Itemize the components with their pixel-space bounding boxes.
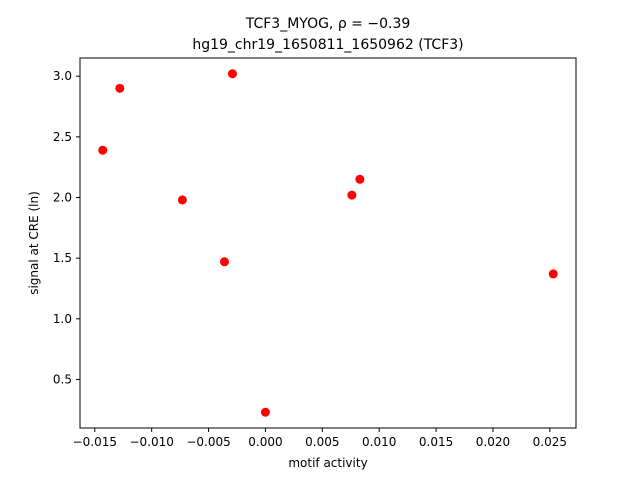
data-points <box>98 69 558 417</box>
x-axis-ticks: −0.015 −0.010 −0.005 0.000 0.005 0.010 0.015 0.… <box>73 428 567 449</box>
data-point-4 <box>227 69 237 79</box>
x-tick-label-3: 0.000 <box>248 435 282 449</box>
plot-frame <box>79 57 577 429</box>
x-tick-label-0: −0.015 <box>73 435 117 449</box>
data-point-8 <box>548 269 558 279</box>
y-tick-label-1: 1.0 <box>53 312 72 326</box>
data-point-7 <box>355 174 365 184</box>
x-tick-label-4: 0.005 <box>305 435 339 449</box>
data-point-6 <box>347 190 357 200</box>
y-tick-label-3: 2.0 <box>53 191 72 205</box>
x-tick-label-2: −0.005 <box>186 435 230 449</box>
x-tick-label-6: 0.015 <box>419 435 453 449</box>
x-axis-label: motif activity <box>288 456 367 470</box>
y-tick-label-2: 1.5 <box>53 251 72 265</box>
data-point-2 <box>177 195 187 205</box>
y-tick-label-5: 3.0 <box>53 69 72 83</box>
y-axis-label: signal at CRE (ln) <box>27 191 41 295</box>
data-point-0 <box>98 145 108 155</box>
x-tick-label-5: 0.010 <box>362 435 396 449</box>
y-tick-label-4: 2.5 <box>53 130 72 144</box>
data-point-3 <box>219 257 229 267</box>
data-point-1 <box>115 83 125 93</box>
x-tick-label-7: 0.020 <box>476 435 510 449</box>
x-tick-label-1: −0.010 <box>129 435 173 449</box>
chart-title-line2: hg19_chr19_1650811_1650962 (TCF3) <box>192 37 463 53</box>
data-point-5 <box>260 407 270 417</box>
y-tick-label-0: 0.5 <box>53 372 72 386</box>
y-axis-ticks: 0.5 1.0 1.5 2.0 2.5 3.0 <box>53 69 80 386</box>
x-tick-label-8: 0.025 <box>533 435 567 449</box>
chart-title-line1: TCF3_MYOG, ρ = −0.39 <box>245 16 411 32</box>
